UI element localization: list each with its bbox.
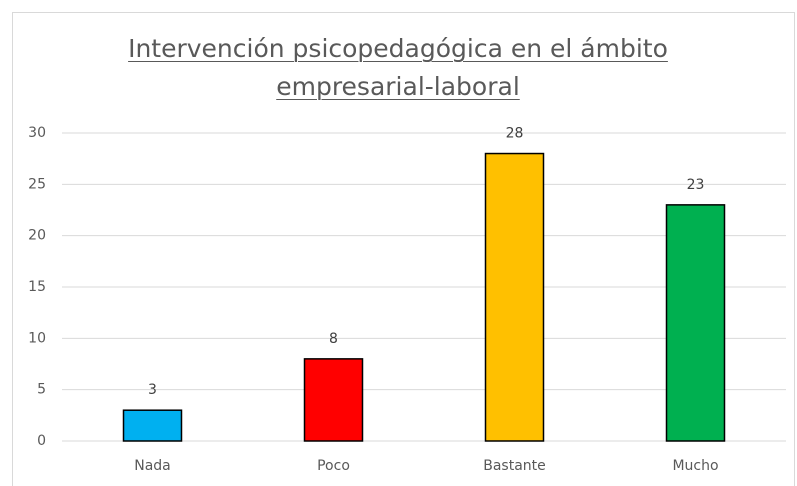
chart-title: Intervención psicopedagógica en el ámbit… <box>128 34 668 101</box>
x-tick-label: Nada <box>134 458 171 474</box>
data-label: 8 <box>329 331 338 347</box>
y-tick-label: 0 <box>37 433 46 449</box>
y-tick-label: 25 <box>28 176 46 192</box>
x-tick-label: Poco <box>317 458 350 474</box>
y-tick-label: 5 <box>37 382 46 398</box>
bar <box>303 358 364 442</box>
bar <box>665 204 726 442</box>
chart-border <box>12 12 795 486</box>
x-tick-label: Bastante <box>483 458 546 474</box>
y-tick-label: 30 <box>28 125 46 141</box>
y-tick-label: 20 <box>28 228 46 244</box>
data-label: 3 <box>148 382 157 398</box>
data-label: 28 <box>506 126 524 142</box>
y-tick-label: 10 <box>28 330 46 346</box>
y-tick-label: 15 <box>28 279 46 295</box>
x-tick-label: Mucho <box>672 458 718 474</box>
bar <box>122 409 183 442</box>
bar <box>484 152 545 442</box>
data-label: 23 <box>687 177 705 193</box>
